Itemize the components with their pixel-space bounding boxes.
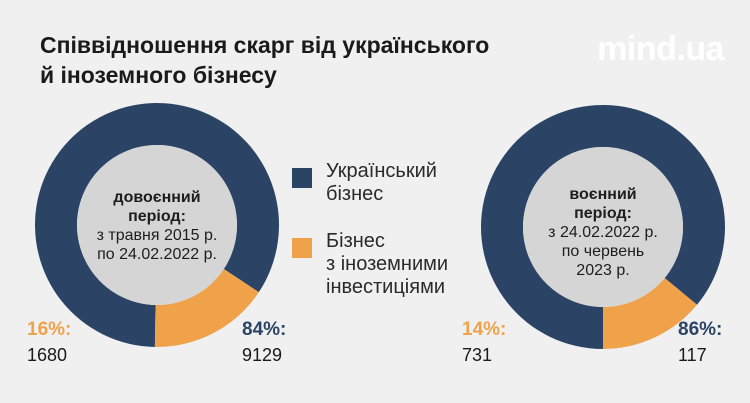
donut-chart-wartime (480, 104, 725, 349)
count-label-ukrainian-prewar: 9129 (242, 345, 283, 365)
donut-hole-wartime (523, 147, 683, 307)
percent-label-foreign-prewar: 16%: (27, 319, 72, 340)
legend-label-foreign: Бізнес з іноземними інвестиціями (326, 230, 449, 298)
donut-hole-prewar (77, 145, 237, 305)
legend-label-ukrainian: Український бізнес (326, 160, 437, 205)
chart-title-line-2: й іноземного бізнесу (40, 62, 277, 88)
chart-legend: Український бізнес Бізнес з іноземними і… (292, 160, 448, 323)
legend-item-foreign: Бізнес з іноземними інвестиціями (292, 230, 448, 299)
legend-item-ukrainian: Український бізнес (292, 160, 448, 206)
legend-swatch-ukrainian (292, 168, 312, 188)
chart-title-line-1: Співвідношення скарг від українського (40, 32, 490, 58)
period-range-wartime: з 24.02.2022 р. по червень 2023 р. (548, 224, 658, 279)
count-label-ukrainian-wartime: 117 (678, 345, 707, 365)
legend-swatch-foreign (292, 238, 312, 258)
period-title-prewar: довоєнний період: (113, 189, 201, 225)
brand-logo: mind.ua (597, 30, 724, 68)
count-label-foreign-prewar: 1680 (27, 345, 68, 365)
count-label-foreign-wartime: 731 (462, 345, 493, 365)
donut-center-label-wartime: воєнний період: з 24.02.2022 р. по черве… (518, 185, 688, 280)
donut-slice-ukrainian-wartime (480, 104, 725, 349)
donut-slice-ukrainian-prewar (35, 102, 279, 347)
donut-slice-foreign-wartime (603, 277, 698, 349)
percent-label-ukrainian-wartime: 86%: (678, 319, 723, 340)
percent-label-ukrainian-prewar: 84%: (242, 319, 287, 340)
donut-slice-foreign-prewar (154, 269, 259, 347)
donut-chart-prewar (35, 102, 279, 347)
donut-center-label-prewar: довоєнний період: з травня 2015 р. по 24… (72, 188, 242, 264)
chart-title: Співвідношення скарг від українського й … (40, 30, 489, 90)
period-title-wartime: воєнний період: (569, 186, 637, 222)
period-range-prewar: з травня 2015 р. по 24.02.2022 р. (96, 227, 218, 263)
percent-label-foreign-wartime: 14%: (462, 319, 507, 340)
